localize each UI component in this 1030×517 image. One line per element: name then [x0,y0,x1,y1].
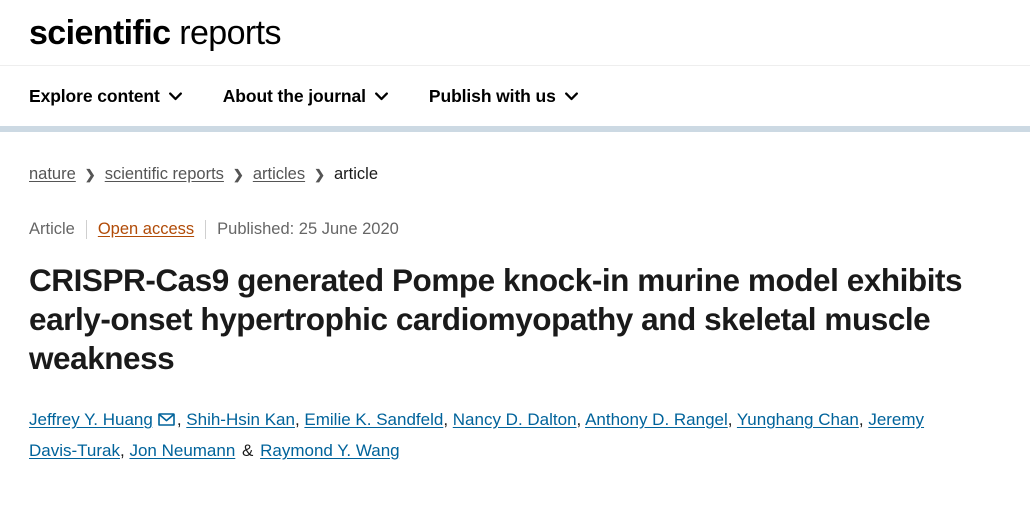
author-separator: , [120,441,130,460]
article-type-label: Article [29,220,75,238]
author-separator: , [727,410,737,429]
nav-item-about-the-journal-label: About the journal [222,85,366,106]
nav-item-explore-content[interactable]: Explore content [29,86,182,107]
author-link[interactable]: Jeremy Davis-Turak [29,410,925,460]
page-title: CRISPR-Cas9 generated Pompe knock-in mur… [29,262,963,376]
author-link[interactable]: Anthony D. Rangel [585,410,728,429]
meta-divider [85,220,87,239]
nav-item-about-the-journal[interactable]: About the journal [223,86,388,107]
journal-logo[interactable]: scientific reports [29,14,281,52]
author-link[interactable]: Yunghang Chan [736,410,859,429]
article-page: nature ❯ scientific reports ❯ articles ❯… [0,165,1030,466]
breadcrumb-item-articles[interactable]: articles [252,165,306,183]
chevron-down-icon [564,91,578,101]
breadcrumb-separator-icon: ❯ [84,167,96,182]
published-date: Published: 25 June 2020 [217,220,399,238]
open-access-link[interactable]: Open access [97,220,195,238]
nav-item-publish-with-us-label: Publish with us [428,85,556,106]
breadcrumb-separator-icon: ❯ [232,167,244,182]
breadcrumb: nature ❯ scientific reports ❯ articles ❯… [29,165,1001,184]
author-separator: , [443,410,453,429]
meta-divider [205,220,207,239]
nav-item-publish-with-us[interactable]: Publish with us [429,86,578,107]
header-accent-band [0,126,1030,132]
author-link[interactable]: Nancy D. Dalton [452,410,577,429]
author-separator: , [858,410,869,429]
breadcrumb-item-article: article [334,165,379,183]
author-separator: , [176,410,187,429]
breadcrumb-item-scientific-reports[interactable]: scientific reports [104,165,224,183]
author-separator: , [576,410,586,429]
journal-logo-light: reports [170,13,281,52]
author-link[interactable]: Raymond Y. Wang [260,441,400,460]
chevron-down-icon [168,91,182,101]
site-masthead: scientific reports [0,0,1030,66]
breadcrumb-item-nature[interactable]: nature [29,165,76,183]
breadcrumb-separator-icon: ❯ [314,167,325,182]
envelope-icon[interactable] [158,413,175,426]
author-link[interactable]: Jon Neumann [129,441,236,460]
author-link[interactable]: Jeffrey Y. Huang [29,410,153,429]
author-separator: , [294,410,305,429]
author-list: Jeffrey Y. Huang, Shih-Hsin Kan, Emilie … [29,404,949,466]
journal-logo-strong: scientific [29,13,171,52]
primary-navigation: Explore content About the journal Publis… [0,66,1030,126]
article-meta: Article Open access Published: 25 June 2… [29,220,1001,239]
author-link[interactable]: Emilie K. Sandfeld [304,410,444,429]
chevron-down-icon [374,91,388,101]
nav-item-explore-content-label: Explore content [29,85,160,106]
author-final-separator: & [237,441,259,460]
author-link[interactable]: Shih-Hsin Kan [186,410,295,429]
